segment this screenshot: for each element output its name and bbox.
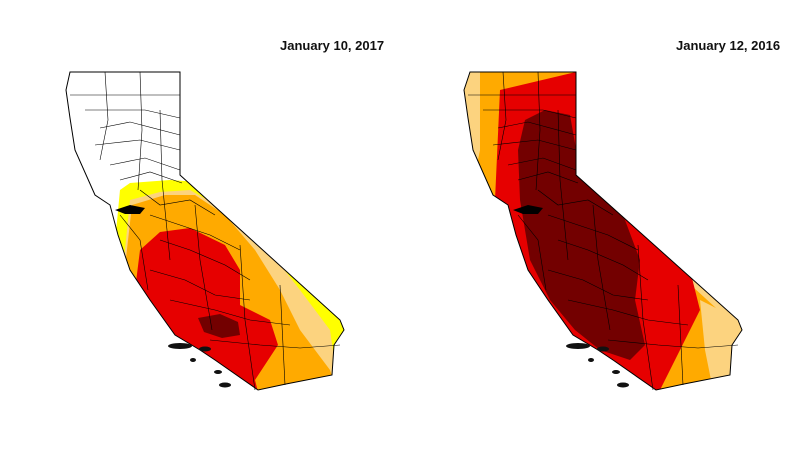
county-lines (70, 71, 341, 391)
map-panel-2016: January 12, 2016 (400, 0, 800, 450)
exceptional-zone (198, 314, 240, 338)
channel-islands (168, 343, 231, 388)
exceptional-zone (518, 110, 645, 360)
bay (513, 205, 543, 214)
california-drought-map-2017 (65, 71, 345, 391)
map-panel-2017: January 10, 2017 (280, 38, 385, 53)
channel-islands (566, 343, 629, 388)
county-lines (468, 71, 739, 391)
map-date-label: January 10, 2017 (280, 38, 385, 53)
moderate-zone (700, 300, 740, 390)
map-date-label: January 12, 2016 (676, 38, 781, 53)
bay (115, 205, 145, 214)
